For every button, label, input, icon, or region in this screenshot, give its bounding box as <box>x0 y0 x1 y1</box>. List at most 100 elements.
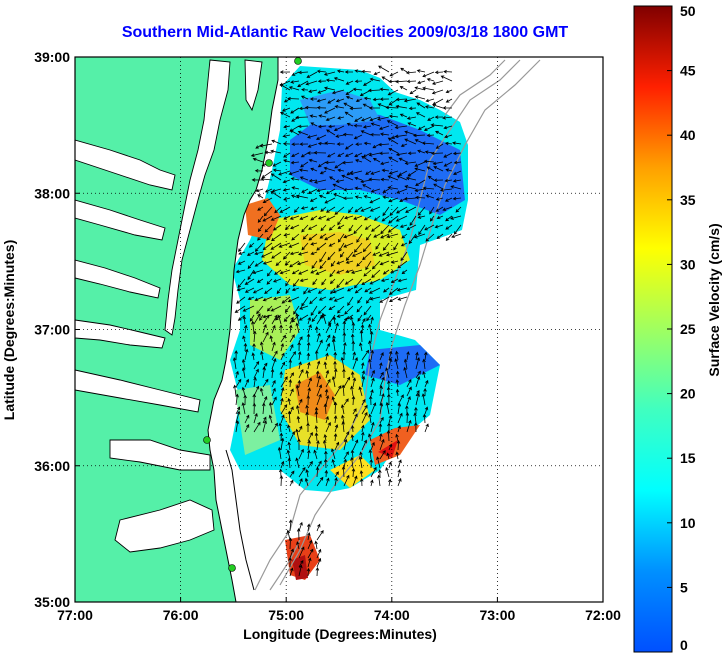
velocity-arrow <box>264 287 273 295</box>
chesapeake-bay <box>75 59 263 553</box>
velocity-arrow <box>254 296 264 301</box>
velocity-arrow <box>359 342 363 352</box>
velocity-arrow <box>333 415 338 424</box>
velocity-arrow <box>324 469 329 478</box>
velocity-arrow <box>271 251 282 259</box>
velocity-arrow <box>279 432 284 442</box>
velocity-arrow <box>353 224 363 235</box>
velocity-arrow <box>289 129 300 136</box>
velocity-arrow <box>383 287 390 293</box>
velocity-arrow <box>264 150 273 155</box>
velocity-arrow <box>338 242 345 252</box>
velocity-arrow <box>378 125 390 130</box>
velocity-arrow <box>293 305 300 315</box>
velocity-arrow <box>321 312 327 325</box>
velocity-arrow <box>369 296 381 301</box>
velocity-arrow <box>306 394 311 406</box>
velocity-arrow <box>279 84 291 91</box>
velocity-arrow <box>277 314 282 325</box>
velocity-arrow <box>385 367 390 379</box>
velocity-arrow <box>315 326 319 334</box>
velocity-arrow <box>262 416 267 424</box>
velocity-arrow <box>287 441 291 451</box>
velocity-arrow <box>262 378 269 388</box>
velocity-arrow <box>264 224 273 233</box>
velocity-arrow <box>306 523 311 532</box>
velocity-arrow <box>370 389 374 397</box>
velocity-arrow <box>362 103 372 109</box>
velocity-arrow <box>315 370 320 379</box>
velocity-arrow <box>271 314 278 325</box>
map-title: Southern Mid-Atlantic Raw Velocities 200… <box>121 24 569 41</box>
velocity-arrow <box>351 395 356 406</box>
velocity-arrow <box>362 80 372 86</box>
velocity-arrow <box>397 260 408 269</box>
velocity-arrow <box>405 206 417 213</box>
velocity-arrow <box>317 79 327 83</box>
velocity-arrow <box>315 566 320 577</box>
velocity-arrow <box>289 316 294 325</box>
velocity-arrow <box>368 106 380 110</box>
velocity-arrow <box>445 89 453 94</box>
velocity-arrow <box>291 287 300 292</box>
velocity-arrow <box>246 251 255 256</box>
velocity-arrow <box>238 242 246 252</box>
velocity-arrow <box>253 412 258 424</box>
velocity-arrow <box>291 233 300 241</box>
velocity-arrow <box>298 467 306 478</box>
velocity-arrow <box>316 188 327 193</box>
velocity-arrow <box>235 370 239 379</box>
velocity-arrow <box>297 130 309 136</box>
velocity-arrow <box>395 370 400 379</box>
velocity-arrow <box>309 197 318 202</box>
velocity-arrow <box>429 215 435 222</box>
velocity-arrow <box>395 206 408 214</box>
x-tick-label: 73:00 <box>479 607 515 623</box>
velocity-arrow <box>260 350 264 361</box>
velocity-arrow <box>325 342 330 352</box>
velocity-arrow <box>249 314 255 322</box>
velocity-arrow <box>380 224 390 235</box>
velocity-arrow <box>423 159 435 164</box>
velocity-arrow <box>295 312 300 325</box>
velocity-arrow <box>409 215 417 227</box>
velocity-arrow <box>324 450 328 460</box>
velocity-arrow <box>379 376 385 388</box>
velocity-arrow <box>289 470 295 478</box>
velocity-arrow <box>346 287 354 292</box>
velocity-arrow <box>333 433 338 442</box>
velocity-arrow <box>413 412 417 424</box>
velocity-arrow <box>271 139 282 145</box>
colorbar-tick-label: 15 <box>680 450 696 466</box>
velocity-arrow <box>253 368 259 379</box>
velocity-arrow <box>288 86 300 91</box>
velocity-arrow <box>396 175 408 181</box>
velocity-arrow <box>369 458 373 469</box>
velocity-arrow <box>354 176 363 181</box>
velocity-arrow <box>298 448 304 460</box>
velocity-arrow <box>431 89 444 95</box>
velocity-arrow <box>423 351 428 361</box>
velocity-arrow <box>289 260 300 268</box>
velocity-arrow <box>351 321 356 334</box>
velocity-arrow <box>272 224 282 231</box>
velocity-arrow <box>319 260 327 270</box>
velocity-arrow <box>316 242 327 251</box>
velocity-arrow <box>301 224 309 233</box>
velocity-arrow <box>283 124 291 129</box>
velocity-arrow <box>343 242 354 248</box>
velocity-arrow <box>252 330 257 343</box>
velocity-arrow <box>298 368 304 379</box>
velocity-arrow <box>324 197 336 204</box>
velocity-arrow <box>304 477 309 487</box>
velocity-arrow <box>295 457 300 469</box>
velocity-arrow <box>396 287 408 292</box>
velocity-arrow <box>405 405 409 415</box>
velocity-arrow <box>387 186 399 190</box>
velocity-arrow <box>368 358 372 370</box>
velocity-arrow <box>341 160 354 165</box>
velocity-arrow <box>326 129 336 136</box>
x-tick-label: 77:00 <box>57 607 93 623</box>
velocity-arrow <box>317 141 327 146</box>
velocity-arrow <box>387 393 391 406</box>
